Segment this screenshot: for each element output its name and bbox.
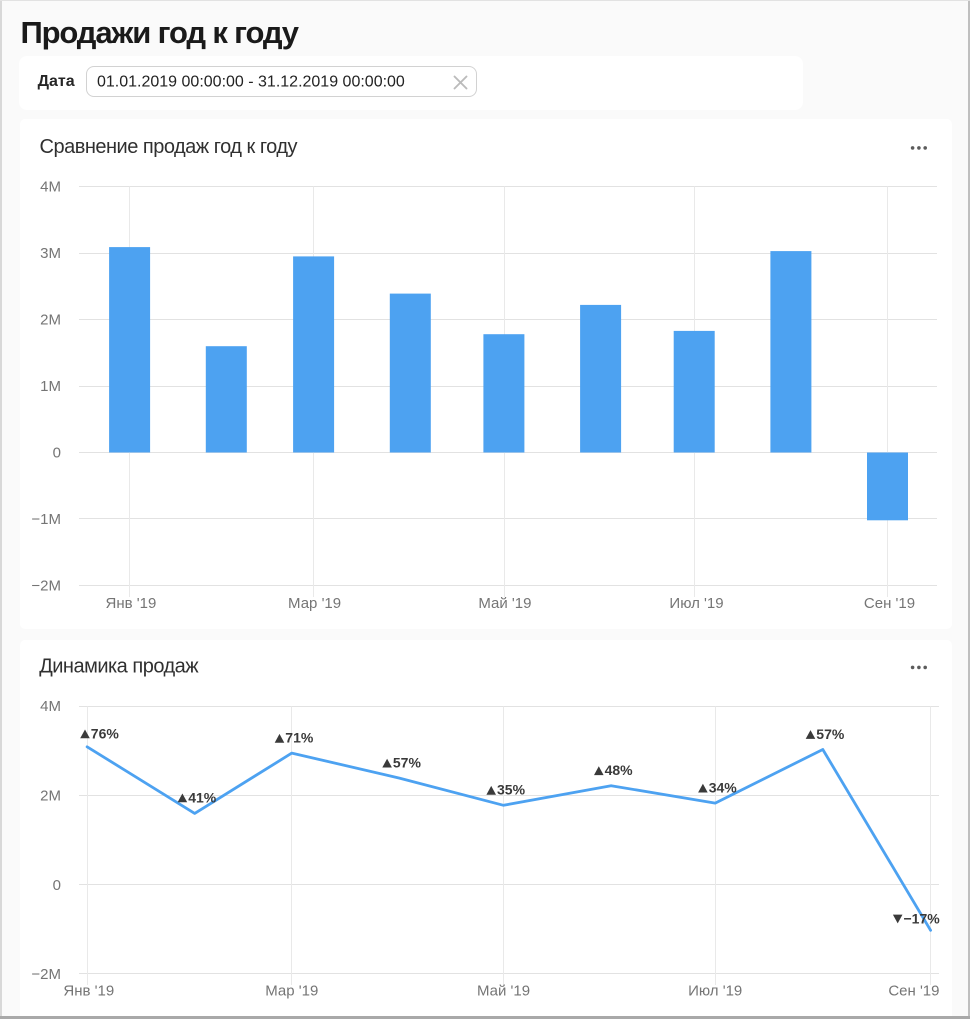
svg-text:4M: 4M [40, 179, 61, 196]
svg-text:Сравнение продаж год к году: Сравнение продаж год к году [40, 136, 298, 158]
svg-text:Янв '19: Янв '19 [105, 595, 156, 612]
svg-text:Мар '19: Мар '19 [288, 595, 341, 612]
svg-text:71%: 71% [285, 730, 314, 746]
svg-text:57%: 57% [393, 755, 422, 771]
svg-text:Дата: Дата [38, 73, 75, 90]
svg-text:Май '19: Май '19 [478, 595, 531, 612]
svg-text:1M: 1M [40, 378, 61, 395]
svg-text:Динамика продаж: Динамика продаж [39, 655, 199, 677]
svg-text:Продажи год к году: Продажи год к году [21, 15, 300, 50]
svg-text:Сен '19: Сен '19 [888, 983, 939, 1000]
svg-text:41%: 41% [188, 789, 217, 805]
svg-text:Июл '19: Июл '19 [688, 983, 742, 1000]
svg-text:57%: 57% [816, 726, 845, 742]
svg-text:Мар '19: Мар '19 [265, 983, 318, 1000]
svg-text:48%: 48% [605, 762, 634, 778]
svg-text:35%: 35% [497, 782, 526, 798]
svg-text:−2M: −2M [31, 966, 61, 983]
svg-text:0: 0 [53, 877, 61, 894]
svg-text:Июл '19: Июл '19 [669, 595, 723, 612]
svg-text:0: 0 [53, 445, 61, 462]
svg-text:4M: 4M [40, 698, 61, 715]
svg-text:2M: 2M [40, 788, 61, 805]
svg-text:2M: 2M [40, 312, 61, 329]
svg-text:76%: 76% [91, 725, 120, 741]
svg-text:Янв '19: Янв '19 [63, 983, 114, 1000]
svg-text:−17%: −17% [904, 910, 941, 926]
svg-text:Май '19: Май '19 [477, 983, 530, 1000]
svg-text:Сен '19: Сен '19 [864, 595, 915, 612]
svg-text:−1M: −1M [31, 511, 61, 528]
svg-text:3M: 3M [40, 245, 61, 262]
svg-text:01.01.2019 00:00:00 - 31.12.20: 01.01.2019 00:00:00 - 31.12.2019 00:00:0… [97, 73, 405, 90]
svg-text:−2M: −2M [31, 578, 61, 595]
svg-text:34%: 34% [709, 780, 738, 796]
